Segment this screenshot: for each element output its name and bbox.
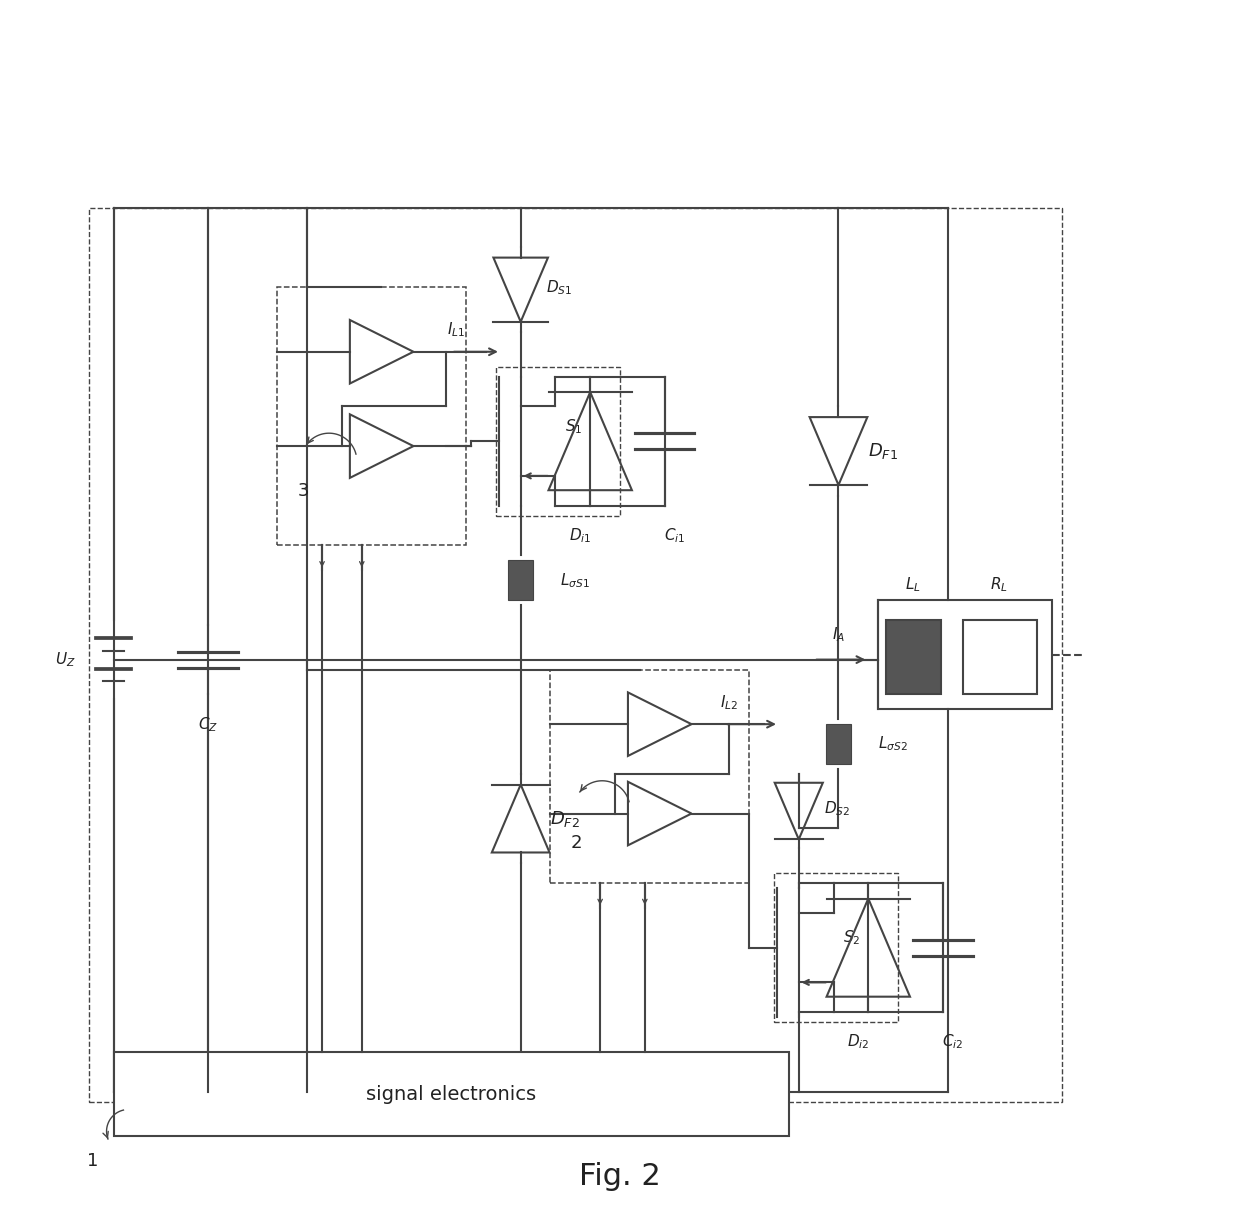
Bar — [962, 620, 1037, 695]
Bar — [878, 600, 1052, 709]
Text: $R_L$: $R_L$ — [991, 576, 1008, 594]
Text: 3: 3 — [298, 482, 309, 500]
Bar — [774, 874, 898, 1022]
Text: $D_{F2}$: $D_{F2}$ — [551, 808, 580, 829]
Bar — [496, 367, 620, 515]
Text: $D_{S2}$: $D_{S2}$ — [823, 800, 849, 818]
Text: $U_Z$: $U_Z$ — [55, 650, 76, 669]
Text: 2: 2 — [570, 835, 582, 852]
Text: $I_{L1}$: $I_{L1}$ — [448, 321, 465, 339]
Text: $I_A$: $I_A$ — [832, 626, 844, 644]
Bar — [826, 724, 851, 764]
Text: $D_{i2}$: $D_{i2}$ — [847, 1032, 869, 1051]
Text: $L_{\sigma S2}$: $L_{\sigma S2}$ — [878, 734, 908, 754]
Bar — [278, 287, 466, 546]
Bar — [114, 1051, 789, 1136]
Text: $D_{i1}$: $D_{i1}$ — [569, 526, 591, 544]
Text: $C_{i2}$: $C_{i2}$ — [942, 1032, 963, 1051]
Text: 1: 1 — [87, 1152, 99, 1170]
Text: $L_L$: $L_L$ — [905, 576, 921, 594]
Bar — [887, 620, 941, 695]
Bar — [89, 208, 1061, 1101]
Text: signal electronics: signal electronics — [366, 1084, 536, 1104]
Text: $C_Z$: $C_Z$ — [198, 715, 218, 733]
Text: $D_{S1}$: $D_{S1}$ — [546, 278, 572, 296]
Text: $C_{i1}$: $C_{i1}$ — [663, 526, 686, 544]
Bar — [508, 560, 533, 600]
Text: $S_2$: $S_2$ — [843, 928, 861, 947]
Text: $L_{\sigma S1}$: $L_{\sigma S1}$ — [560, 571, 590, 589]
Text: $I_{L2}$: $I_{L2}$ — [720, 693, 738, 711]
Text: $D_{F1}$: $D_{F1}$ — [868, 442, 898, 461]
Bar — [551, 669, 749, 883]
Text: $S_1$: $S_1$ — [565, 417, 583, 436]
Text: Fig. 2: Fig. 2 — [579, 1162, 661, 1191]
